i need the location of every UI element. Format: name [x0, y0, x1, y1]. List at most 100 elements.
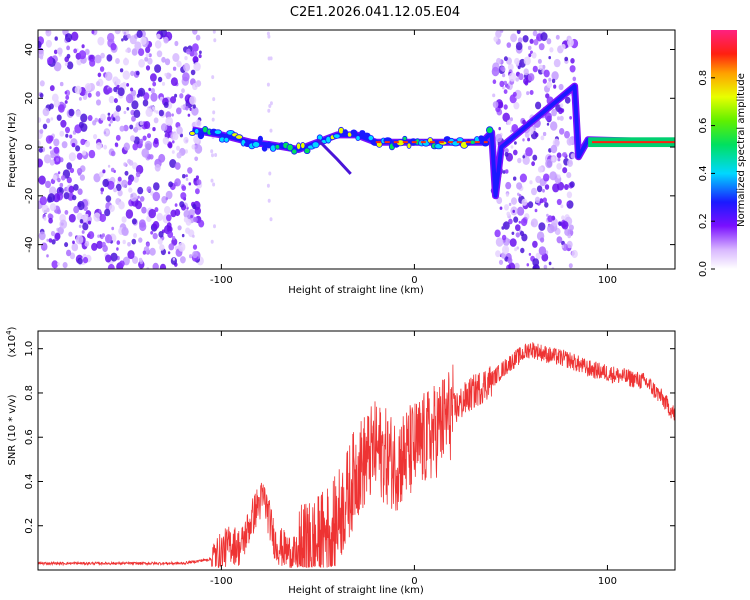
- noise-blob: [164, 206, 171, 215]
- noise-blob: [152, 191, 161, 202]
- noise-blob: [148, 208, 156, 219]
- noise-blob: [498, 259, 504, 265]
- noise-blob: [139, 219, 146, 228]
- noise-blob: [68, 231, 73, 237]
- noise-blob: [69, 134, 73, 139]
- noise-blob: [146, 242, 150, 247]
- noise-blob: [507, 63, 514, 71]
- noise-blob: [69, 252, 76, 260]
- x-tick-label: -100: [210, 275, 233, 286]
- noise-blob: [170, 96, 177, 104]
- noise-blob: [185, 174, 188, 178]
- noise-blob: [523, 56, 531, 66]
- noise-blob: [91, 30, 95, 34]
- noise-blob: [92, 120, 97, 126]
- noise-blob: [550, 144, 558, 154]
- noise-blob: [544, 112, 552, 121]
- noise-blob: [517, 65, 521, 70]
- noise-blob: [168, 73, 172, 77]
- noise-blob: [93, 173, 101, 183]
- noise-blob: [164, 58, 171, 66]
- noise-blob: [150, 73, 157, 82]
- noise-blob: [87, 92, 92, 98]
- noise-blob: [183, 209, 191, 219]
- noise-blob: [501, 234, 507, 241]
- noise-blob: [132, 256, 139, 264]
- noise-blob: [566, 240, 573, 249]
- spectrogram-x-axis-label: Height of straight line (km): [288, 285, 424, 296]
- noise-blob: [536, 185, 543, 193]
- noise-blob: [96, 240, 103, 249]
- noise-blob: [214, 153, 218, 157]
- y-tick-label: 0: [24, 144, 35, 150]
- noise-blob: [517, 37, 523, 44]
- noise-blob: [98, 209, 102, 213]
- noise-blob: [49, 203, 57, 212]
- noise-blob: [568, 224, 574, 231]
- noise-blob: [152, 81, 157, 87]
- noise-blob: [46, 254, 49, 258]
- noise-blob: [188, 182, 192, 186]
- noise-blob: [560, 204, 564, 209]
- noise-blob: [152, 127, 156, 132]
- spectrogram-y-axis-label: Frequency (Hz): [7, 112, 18, 188]
- spectrogram-x-axis: -100 0 100: [210, 30, 617, 286]
- noise-blob: [107, 32, 115, 43]
- noise-blob: [57, 177, 61, 183]
- noise-blob: [559, 103, 564, 108]
- noise-blob: [68, 108, 75, 117]
- noise-blob: [66, 162, 73, 170]
- noise-blob: [165, 197, 168, 201]
- noise-blob: [211, 117, 215, 122]
- noise-blob: [123, 110, 127, 115]
- noise-blob: [38, 140, 41, 147]
- noise-blob: [521, 198, 528, 206]
- noise-blob: [193, 216, 198, 223]
- noise-blob: [174, 40, 179, 47]
- noise-blob: [73, 184, 79, 191]
- noise-blob: [131, 100, 139, 110]
- noise-blob: [131, 89, 137, 97]
- noise-blob: [535, 252, 541, 260]
- x-tick-label: 100: [598, 275, 617, 286]
- noise-blob: [269, 101, 273, 106]
- track-blob: [291, 148, 298, 155]
- noise-blob: [193, 51, 198, 57]
- noise-blob: [152, 232, 158, 240]
- noise-blob: [71, 31, 79, 41]
- noise-blob: [503, 89, 508, 94]
- noise-blob: [514, 141, 517, 145]
- noise-blob: [548, 77, 552, 82]
- noise-blob: [551, 156, 555, 162]
- track-blob: [478, 135, 485, 141]
- noise-blob: [126, 33, 131, 39]
- noise-blob: [109, 119, 113, 124]
- noise-blob: [522, 155, 525, 159]
- noise-blob: [38, 48, 44, 59]
- noise-blob: [517, 157, 522, 164]
- noise-blob: [543, 264, 548, 269]
- noise-blob: [147, 133, 151, 139]
- noise-blob: [527, 45, 532, 51]
- noise-blob: [172, 53, 180, 62]
- noise-blob: [106, 130, 109, 134]
- noise-blob: [49, 103, 54, 110]
- noise-blob: [195, 34, 201, 41]
- noise-blob: [538, 222, 546, 231]
- noise-blob: [505, 181, 512, 190]
- noise-blob: [156, 212, 163, 222]
- noise-blob: [557, 157, 561, 162]
- track-blob: [325, 135, 332, 144]
- noise-blob: [183, 136, 189, 144]
- colorbar-tick-label: 0.4: [698, 165, 709, 181]
- snr-y-axis-label: SNR (10 * v/v): [7, 394, 18, 465]
- noise-blob: [499, 80, 505, 88]
- noise-blob: [59, 130, 65, 137]
- noise-blob: [516, 30, 521, 35]
- noise-blob: [174, 178, 181, 187]
- noise-blob: [538, 246, 547, 256]
- noise-blob: [78, 50, 87, 60]
- noise-blob: [505, 193, 509, 197]
- noise-blob: [64, 242, 69, 248]
- noise-blob: [527, 73, 535, 82]
